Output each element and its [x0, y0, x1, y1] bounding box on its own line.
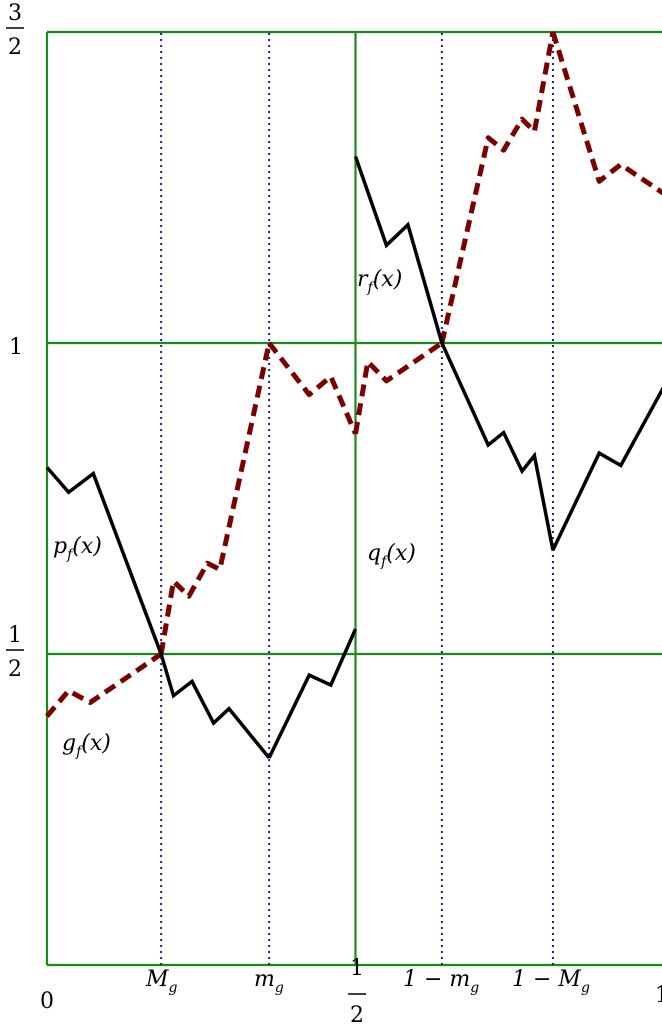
y-label-three-halves-den: 2 [8, 35, 22, 60]
x-label-one-minus-mg: 1 − mg [403, 967, 479, 996]
solid-curve-r_solid [353, 155, 444, 344]
solid-curve-q_lower_tail [551, 386, 662, 551]
label-r-f: rf(x) [357, 267, 402, 296]
x-label-one-half-den: 2 [350, 1003, 364, 1028]
dashed-curve-r_dashed_right [550, 31, 662, 196]
solid-curve-p_solid [45, 466, 163, 655]
y-label-one-half-den: 2 [8, 657, 22, 682]
solid-curve-g_lower_tail [267, 628, 358, 759]
curves [45, 31, 662, 760]
y-label-one: 1 [9, 335, 23, 360]
plot-frame [45, 30, 662, 967]
label-q-f: qf(x) [367, 541, 416, 570]
y-label-three-halves: 3 2 [6, 1, 24, 60]
solid-curve-q_lower_solid [440, 342, 555, 551]
x-label-zero: 0 [40, 989, 54, 1014]
dashed-curve-g_dashed [45, 651, 163, 718]
label-g-f: gf(x) [62, 731, 111, 760]
solid-curve-g_lower_solid [159, 653, 271, 760]
dashed-curve-r_dashed [439, 31, 556, 344]
x-label-mg: mg [254, 967, 284, 996]
dashed-curve-q_dashed [267, 341, 358, 435]
x-label-Mg: Mg [145, 967, 178, 996]
dashed-curve-p_dashed [158, 342, 272, 655]
y-label-one-half-num: 1 [8, 623, 22, 648]
y-label-three-halves-num: 3 [8, 1, 22, 26]
x-label-one-half-num: 1 [350, 956, 364, 981]
label-p-f: pf(x) [53, 534, 102, 563]
x-label-one-minus-Mg: 1 − Mg [512, 967, 590, 996]
x-label-one-half: 1 2 [348, 956, 366, 1028]
dashed-curve-q_dashed_right [353, 340, 444, 435]
vertical-guides [160, 32, 554, 965]
y-label-one-half: 1 2 [6, 623, 24, 682]
x-label-one: 1 [655, 983, 662, 1008]
